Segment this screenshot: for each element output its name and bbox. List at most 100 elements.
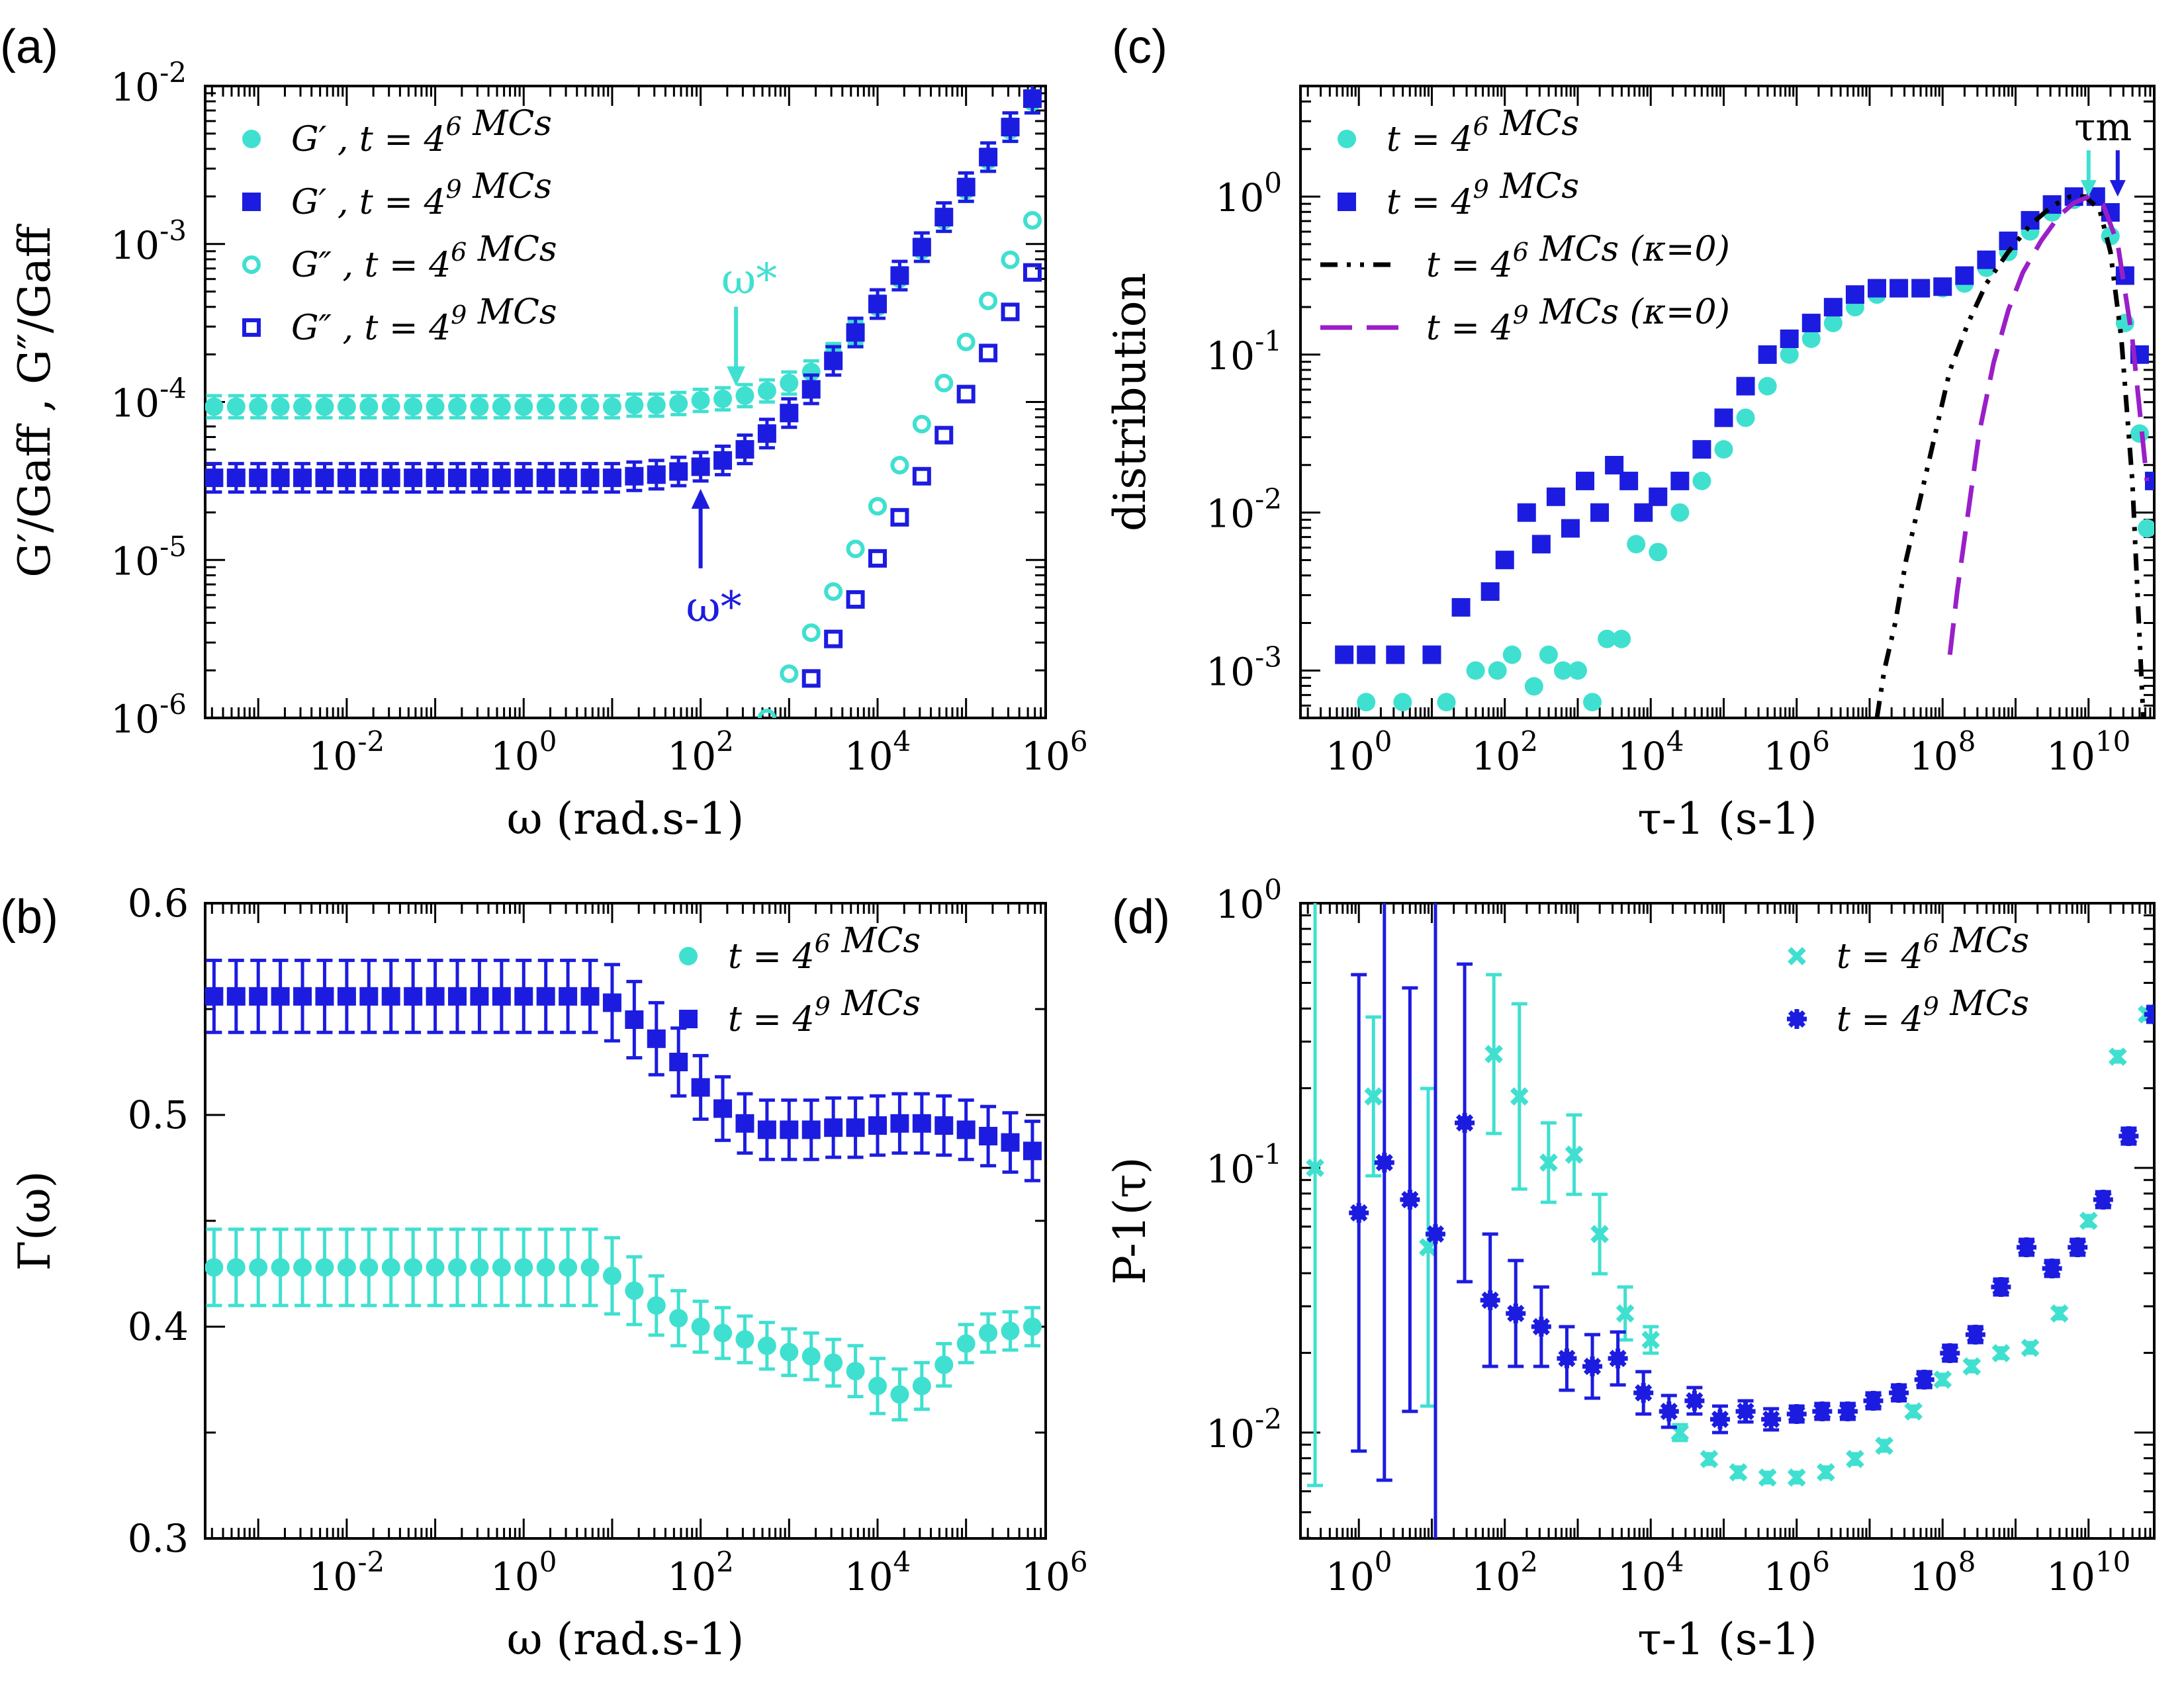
- data-point: [647, 465, 666, 484]
- data-point: [669, 1053, 688, 1071]
- data-point: [846, 590, 865, 609]
- x-tick-label: 106: [1763, 725, 1830, 779]
- data-point: [625, 396, 644, 415]
- data-point: [1914, 1370, 1934, 1390]
- data-point-rays: [2093, 1190, 2113, 1210]
- data-point: [1349, 1203, 1369, 1223]
- data-point: [1670, 471, 1690, 490]
- plot-frame: [1299, 85, 2156, 719]
- x-tick-label: 1010: [2046, 1546, 2130, 1599]
- data-point: [1875, 1437, 1893, 1455]
- data-point: [801, 1120, 821, 1139]
- data-point: [559, 468, 578, 488]
- data-point: [1484, 1045, 1504, 1063]
- data-point-rays: [1761, 1409, 1782, 1429]
- data-point: [713, 451, 733, 470]
- data-point: [846, 323, 865, 342]
- data-point: [780, 1343, 799, 1362]
- data-point: [2144, 1004, 2154, 1024]
- y-tick-label: 10-2: [1206, 1403, 1282, 1456]
- data-point: [315, 397, 334, 416]
- y-tick-label: 10-3: [111, 214, 187, 268]
- y-tick-label: 10-2: [1206, 483, 1282, 537]
- data-point: [713, 389, 733, 408]
- data-point: [226, 468, 246, 488]
- data-point: [559, 397, 578, 416]
- data-point: [1889, 279, 1909, 298]
- data-point: [912, 238, 931, 257]
- data-point-rays: [2042, 1259, 2062, 1278]
- x-tick-label: 102: [667, 1546, 734, 1599]
- data-point-rays: [1889, 1383, 1909, 1403]
- data-point: [1553, 661, 1572, 680]
- annotation-text: τm: [2074, 105, 2132, 150]
- data-point: [1364, 1087, 1383, 1106]
- data-point: [801, 1347, 821, 1366]
- data-point: [1419, 1238, 1437, 1257]
- data-point: [979, 1323, 998, 1343]
- data-point: [1502, 645, 1522, 664]
- legend-marker: [242, 130, 261, 148]
- data-point-rays: [1374, 1153, 1394, 1173]
- series-1: [1357, 187, 2154, 712]
- x-tick-label: 106: [1763, 1546, 1830, 1599]
- data-point: [602, 1266, 621, 1286]
- arrow-head: [691, 488, 710, 509]
- legend-marker: [242, 318, 261, 337]
- legend-label: t = 49 MCs (κ=0): [1426, 292, 1730, 348]
- x-tick-label: 100: [1326, 725, 1392, 779]
- data-point: [1801, 314, 1821, 333]
- data-point: [580, 397, 600, 416]
- data-point-rays: [1633, 1383, 1654, 1403]
- y-tick-label: 10-1: [1206, 325, 1282, 378]
- data-point: [2079, 1212, 2098, 1230]
- panel-a: (a) 10-2 100 102 104 10610-610-510-410-310-2…: [0, 21, 1088, 844]
- data-point: [514, 987, 533, 1006]
- data-point: [1605, 456, 1624, 474]
- data-point: [559, 987, 578, 1006]
- data-point: [492, 987, 511, 1006]
- x-tick-label: 104: [1617, 725, 1684, 779]
- data-point: [1335, 645, 1354, 664]
- data-point: [1023, 89, 1042, 109]
- data-point: [956, 1334, 976, 1353]
- data-point: [735, 386, 754, 405]
- data-point: [1659, 1401, 1679, 1421]
- data-point: [1480, 582, 1500, 601]
- data-point: [2050, 1304, 2069, 1323]
- data-point: [1001, 250, 1020, 269]
- series-1: [205, 1227, 1042, 1422]
- data-point: [602, 397, 621, 416]
- data-point: [359, 468, 379, 488]
- x-tick-label: 100: [490, 1546, 557, 1599]
- data-point: [1649, 487, 1668, 506]
- data-point: [1400, 1190, 1420, 1210]
- annotation-text: ω*: [721, 255, 777, 304]
- data-point-rays: [2118, 1126, 2139, 1146]
- data-point-rays: [1659, 1401, 1679, 1421]
- data-point-rays: [1709, 1409, 1730, 1429]
- series-3: [1874, 194, 2146, 718]
- data-point: [470, 987, 489, 1006]
- data-point: [824, 582, 843, 601]
- data-point: [381, 397, 400, 416]
- legend-marker: [1338, 193, 1356, 211]
- legend-marker: [679, 947, 698, 965]
- data-point: [536, 1258, 555, 1277]
- data-point: [2017, 1237, 2037, 1257]
- data-point: [249, 397, 268, 416]
- data-point-rays: [1914, 1370, 1934, 1390]
- data-point: [1524, 677, 1543, 696]
- legend-label: t = 46 MCs (κ=0): [1426, 230, 1730, 285]
- legend: t = 46 MCs t = 49 MCs: [679, 921, 921, 1040]
- data-point: [426, 1258, 445, 1277]
- legend-marker: [1787, 1009, 1807, 1029]
- data-point: [1780, 330, 1799, 348]
- data-point: [492, 397, 511, 416]
- data-point: [205, 1258, 224, 1277]
- x-axis-label: ω (rad.s-1): [507, 793, 745, 844]
- data-point: [1649, 543, 1668, 562]
- data-point: [1955, 266, 1974, 285]
- data-point: [1576, 471, 1594, 490]
- data-point: [1627, 535, 1646, 554]
